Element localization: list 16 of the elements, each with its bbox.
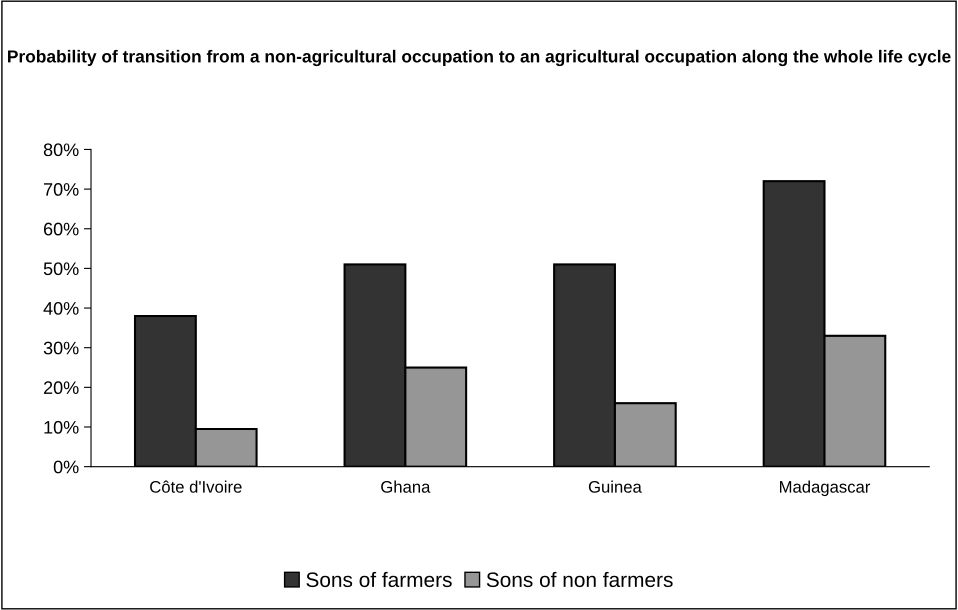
- legend-label: Sons of farmers: [306, 572, 452, 588]
- chart-title: Probability of transition from a non-agricultural occupation to an agricultural occupation along the whole life cycle: [8, 50, 951, 66]
- y-tick-label: 0%: [54, 460, 79, 474]
- y-tick-label: 40%: [43, 302, 79, 315]
- x-tick-label: Madagascar: [780, 480, 870, 496]
- y-tick-label: 50%: [44, 262, 79, 276]
- x-tick-label: Ghana: [381, 480, 430, 493]
- y-tick-label: 20%: [44, 381, 79, 394]
- y-tick-label: 30%: [44, 342, 79, 354]
- y-tick-label: 60%: [44, 222, 79, 236]
- legend-label: Sons of non farmers: [486, 572, 673, 588]
- y-tick-label: 80%: [44, 143, 79, 156]
- y-tick-label: 10%: [44, 420, 79, 434]
- x-tick-label: Côte d'Ivoire: [150, 480, 242, 493]
- y-tick-label: 70%: [44, 183, 79, 196]
- x-tick-label: Guinea: [588, 480, 642, 493]
